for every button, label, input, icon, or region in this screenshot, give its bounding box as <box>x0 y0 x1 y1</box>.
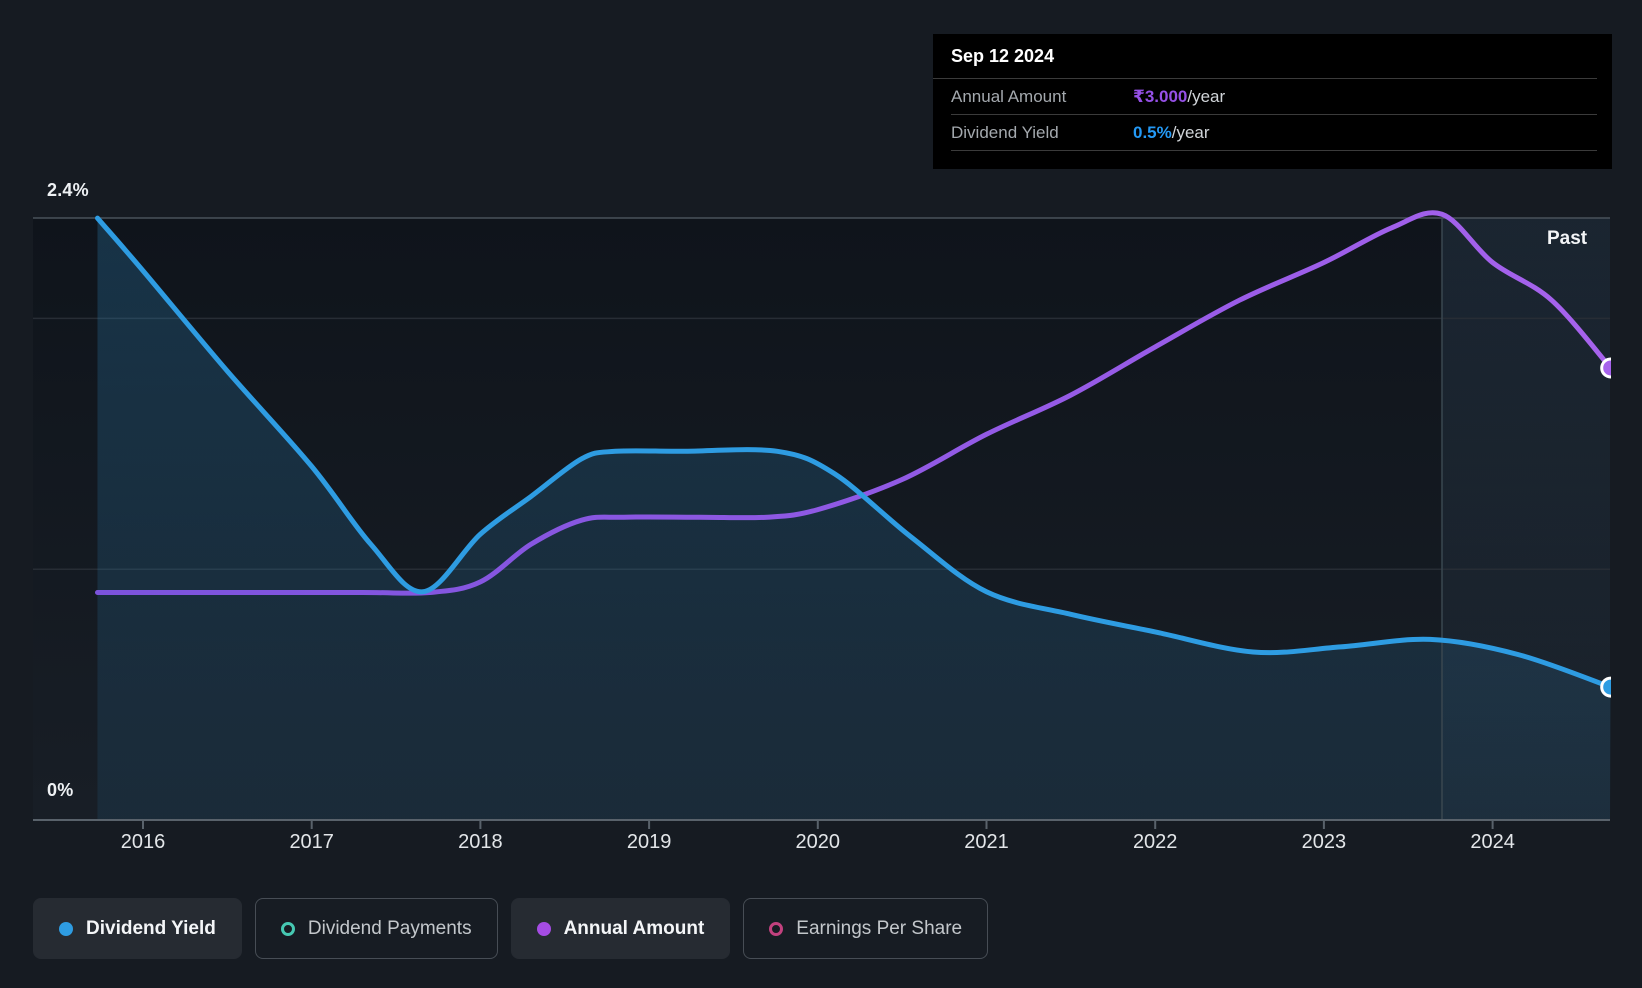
x-axis-tick-label: 2024 <box>1470 831 1515 853</box>
legend-toggle-dividend-yield[interactable]: Dividend Yield <box>33 898 242 959</box>
dividend-yield-dot-icon <box>59 921 73 936</box>
annual-amount-dot-icon <box>536 921 551 936</box>
past-region-label: Past <box>1547 228 1588 249</box>
x-axis-tick-label: 2022 <box>1132 831 1178 853</box>
annual-amount-line <box>95 210 1614 596</box>
y-axis-label-max: 2.4% <box>47 180 89 200</box>
legend-label: Annual Amount <box>563 917 705 939</box>
tooltip-value-suffix: /year <box>1187 86 1226 106</box>
legend-label: Earnings Per Share <box>796 917 963 939</box>
x-axis-tick-label: 2021 <box>964 831 1009 853</box>
right-edge-mask <box>1611 0 1642 988</box>
x-axis-tick-label: 2019 <box>626 831 672 853</box>
chart-legend: Dividend Yield Dividend Payments Annual … <box>33 898 989 959</box>
x-axis-tick-label: 2016 <box>120 831 166 853</box>
legend-toggle-dividend-payments[interactable]: Dividend Payments <box>254 898 498 959</box>
legend-toggle-annual-amount[interactable]: Annual Amount <box>510 898 731 959</box>
chart-tooltip: Sep 12 2024 Annual Amount ₹3.000 /year D… <box>933 34 1612 169</box>
tooltip-value: 0.5% <box>1133 122 1172 142</box>
x-axis-tick-label: 2017 <box>289 831 334 853</box>
tooltip-label: Dividend Yield <box>951 122 1059 142</box>
y-axis-label-min: 0% <box>47 780 74 800</box>
tooltip-value-suffix: /year <box>1171 122 1210 142</box>
tooltip-value: ₹3.000 <box>1133 86 1188 106</box>
dividend-payments-ring-icon <box>280 921 295 936</box>
legend-label: Dividend Payments <box>307 917 472 939</box>
tooltip-row-dividend-yield: Dividend Yield 0.5% /year <box>951 115 1597 151</box>
earnings-per-share-ring-icon <box>769 921 784 936</box>
x-axis-tick-label: 2023 <box>1301 831 1347 853</box>
dividend-yield-line <box>95 215 1614 690</box>
dividend-yield-area <box>97 218 1611 821</box>
tooltip-date: Sep 12 2024 <box>933 34 1597 79</box>
tooltip-label: Annual Amount <box>951 86 1067 106</box>
tooltip-row-annual-amount: Annual Amount ₹3.000 /year <box>951 79 1597 115</box>
legend-toggle-earnings-per-share[interactable]: Earnings Per Share <box>743 898 989 959</box>
x-axis-tick-label: 2018 <box>458 831 503 853</box>
legend-label: Dividend Yield <box>86 917 216 939</box>
x-axis-tick-label: 2020 <box>795 831 841 853</box>
